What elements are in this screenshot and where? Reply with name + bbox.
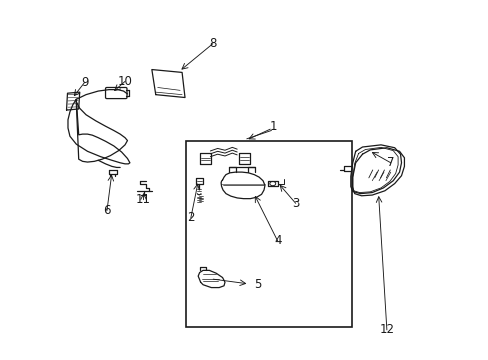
Text: 5: 5 [253, 278, 261, 291]
Text: 7: 7 [386, 156, 394, 169]
Text: 1: 1 [269, 121, 277, 134]
Text: 10: 10 [117, 75, 132, 88]
Text: 12: 12 [379, 323, 394, 336]
Text: 8: 8 [209, 37, 216, 50]
Text: 3: 3 [291, 197, 299, 210]
Text: 4: 4 [273, 234, 281, 247]
Bar [185, 140, 351, 327]
Text: 2: 2 [187, 211, 194, 224]
Text: 11: 11 [136, 193, 151, 206]
Text: 9: 9 [81, 76, 88, 89]
Text: 6: 6 [103, 204, 110, 217]
